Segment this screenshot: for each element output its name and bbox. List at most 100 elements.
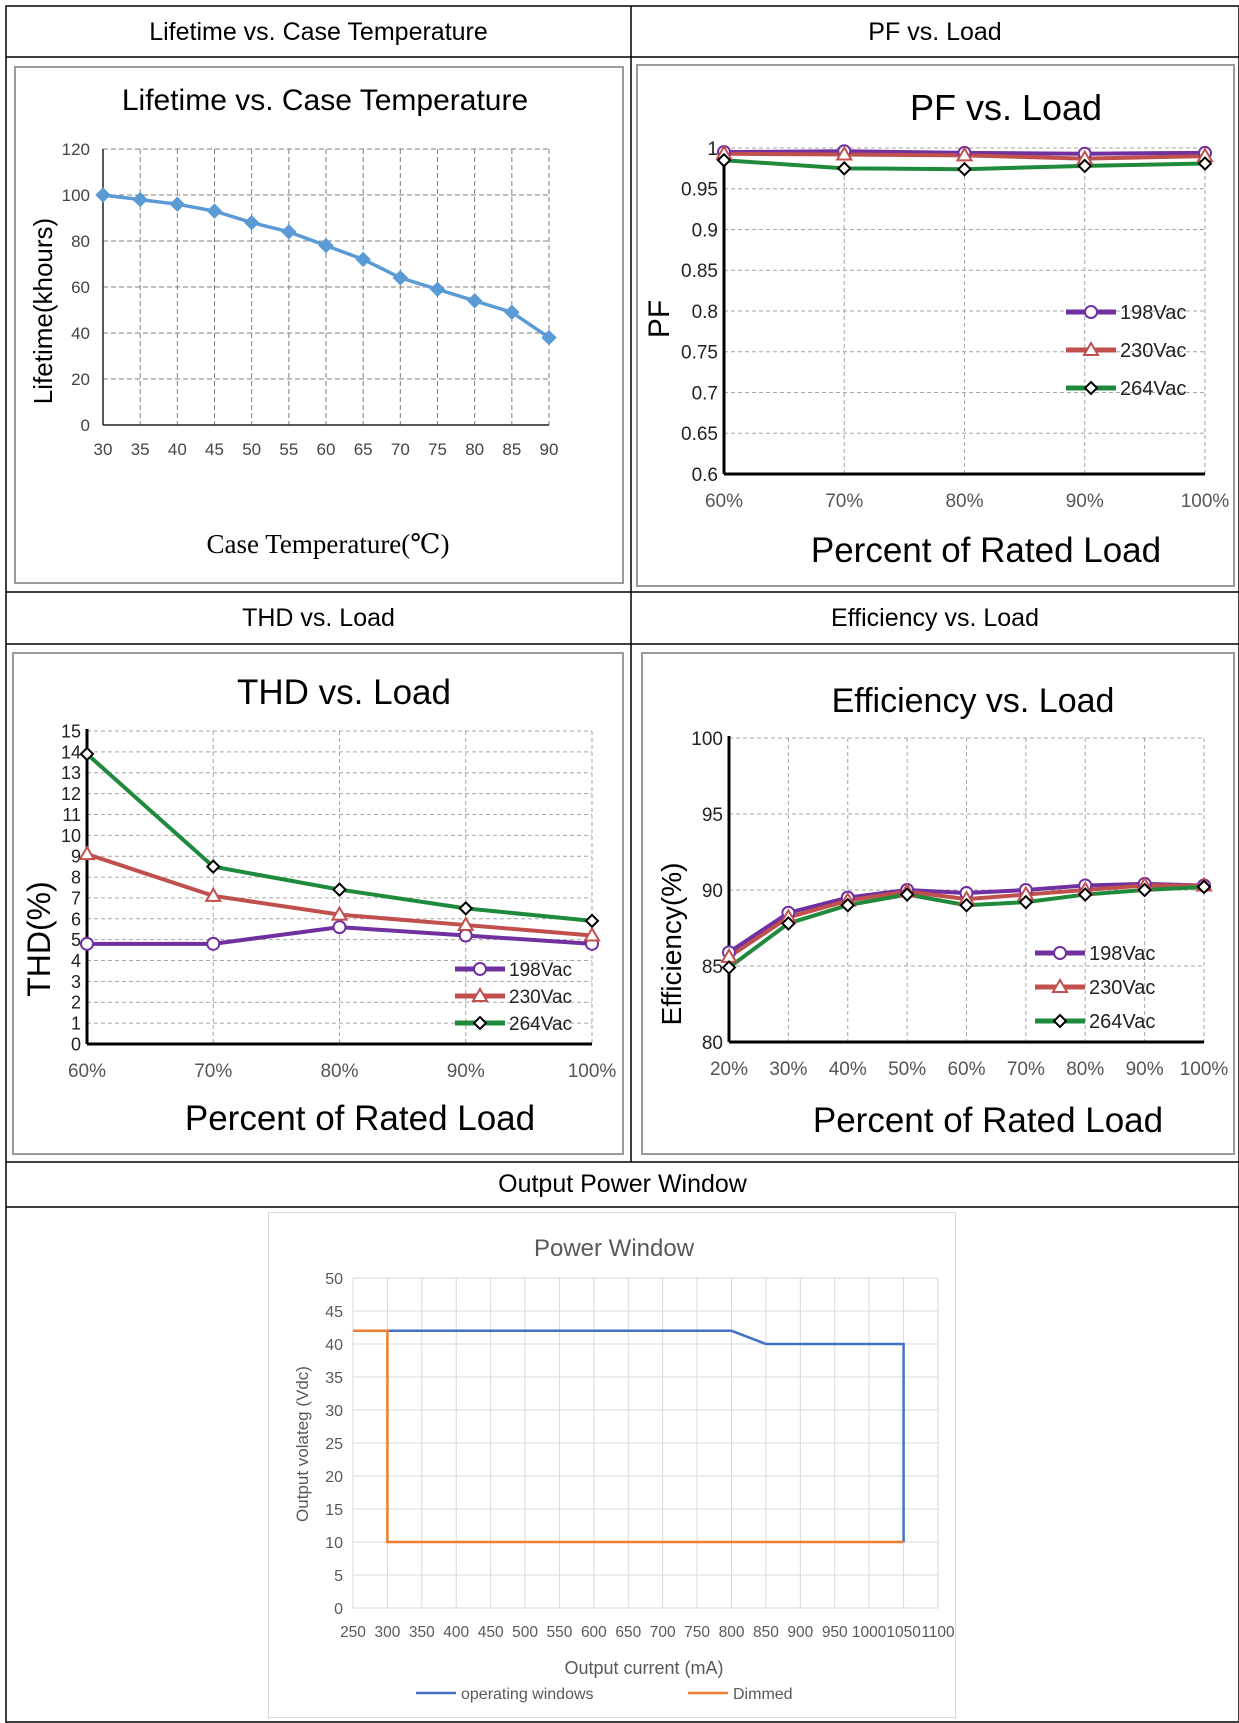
lifetime-y-tick: 60 — [71, 278, 90, 297]
eff-point — [840, 897, 856, 913]
power-x-tick: 600 — [581, 1624, 607, 1641]
lifetime-x-tick: 85 — [502, 440, 521, 459]
thd-point — [458, 928, 473, 943]
pf-y-tick: 0.8 — [692, 302, 718, 323]
thd-point — [583, 926, 601, 942]
power-x-tick: 550 — [547, 1624, 573, 1641]
pf-x-tick: 80% — [945, 491, 983, 512]
thd-y-tick: 8 — [71, 868, 81, 888]
lifetime-y-tick: 0 — [81, 416, 90, 435]
pf-point — [835, 145, 853, 161]
eff-y-tick: 100 — [691, 729, 723, 750]
thd-y-tick: 10 — [61, 826, 81, 846]
thd-y-tick: 9 — [71, 847, 81, 867]
pf-y-tick: 0.6 — [692, 465, 718, 486]
power-x-tick: 1100 — [921, 1624, 955, 1641]
power-y-tick: 15 — [325, 1502, 343, 1519]
lifetime-chart: Lifetime vs. Case Temperature Lifetime(k… — [14, 66, 624, 584]
lifetime-y-tick: 20 — [71, 370, 90, 389]
header-pf: PF vs. Load — [868, 18, 1002, 46]
lifetime-x-tick: 65 — [354, 440, 373, 459]
eff-point — [959, 897, 974, 913]
power-y-tick: 20 — [325, 1469, 343, 1486]
eff-x-tick: 20% — [710, 1059, 748, 1080]
lifetime-point — [132, 191, 148, 208]
thd-legend-label: 230Vac — [509, 987, 572, 1008]
pf-chart: PF vs. Load PF Percent of Rated Load 0.6… — [636, 64, 1235, 587]
power-x-tick: 950 — [822, 1624, 848, 1641]
power-series-line — [353, 1329, 904, 1544]
thd-y-tick: 6 — [71, 909, 81, 929]
header-thd: THD vs. Load — [242, 604, 395, 632]
eff-point — [1077, 887, 1093, 902]
lifetime-y-tick: 120 — [62, 140, 90, 159]
power-legend-label: Dimmed — [733, 1686, 793, 1703]
power-y-tick: 25 — [325, 1436, 343, 1453]
power-x-tick: 700 — [650, 1624, 676, 1641]
thd-y-tick: 3 — [71, 972, 81, 992]
lifetime-point — [466, 293, 483, 309]
thd-y-tick: 4 — [71, 951, 81, 971]
pf-y-tick: 0.95 — [681, 180, 718, 201]
thd-y-tick: 7 — [71, 888, 81, 908]
thd-point — [204, 886, 222, 902]
eff-x-tick: 90% — [1126, 1059, 1164, 1080]
lifetime-x-tick: 90 — [540, 440, 559, 459]
thd-point — [584, 913, 600, 929]
pf-x-tick: 90% — [1066, 491, 1104, 512]
power-x-tick: 750 — [684, 1624, 710, 1641]
power-y-tick: 40 — [325, 1337, 343, 1354]
lifetime-point — [95, 187, 111, 203]
thd-chart-title: THD vs. Load — [237, 673, 451, 712]
lifetime-x-tick: 55 — [279, 440, 298, 459]
thd-y-tick: 1 — [71, 1014, 81, 1034]
thd-y-label: THD(%) — [21, 881, 57, 997]
power-y-tick: 35 — [325, 1370, 343, 1387]
thd-x-label: Percent of Rated Load — [185, 1099, 535, 1138]
thd-y-tick: 5 — [71, 930, 81, 950]
pf-point — [716, 152, 732, 168]
thd-y-tick: 13 — [61, 763, 81, 783]
pf-point — [1197, 156, 1213, 171]
thd-point — [78, 845, 96, 861]
eff-x-tick: 40% — [829, 1059, 867, 1080]
header-power: Output Power Window — [498, 1170, 747, 1198]
pf-legend-label: 198Vac — [1120, 302, 1186, 324]
pf-legend-marker — [1082, 341, 1100, 356]
thd-legend-marker — [473, 962, 487, 976]
power-y-tick: 45 — [325, 1304, 343, 1321]
lifetime-x-tick: 40 — [168, 440, 187, 459]
efficiency-y-label: Efficiency(%) — [656, 863, 687, 1026]
pf-legend-label: 264Vac — [1120, 378, 1186, 400]
efficiency-chart: Efficiency vs. Load Efficiency(%) Percen… — [641, 652, 1235, 1155]
eff-point — [1137, 882, 1153, 898]
eff-x-tick: 50% — [888, 1059, 926, 1080]
pf-x-tick: 60% — [705, 491, 743, 512]
thd-y-tick: 2 — [71, 993, 81, 1013]
power-chart-title: Power Window — [534, 1235, 695, 1262]
power-y-tick: 50 — [325, 1271, 343, 1288]
thd-x-tick: 60% — [68, 1061, 106, 1082]
lifetime-point — [392, 270, 409, 286]
thd-point — [79, 746, 95, 762]
efficiency-chart-title: Efficiency vs. Load — [832, 682, 1115, 720]
eff-y-tick: 95 — [702, 805, 723, 826]
thd-y-tick: 0 — [71, 1034, 81, 1054]
thd-point — [206, 936, 221, 951]
thd-legend-label: 198Vac — [509, 960, 572, 981]
pf-chart-title: PF vs. Load — [910, 87, 1102, 128]
lifetime-point — [355, 251, 371, 268]
pf-y-tick: 1 — [707, 139, 718, 160]
lifetime-x-label: Case Temperature(℃) — [207, 529, 450, 559]
lifetime-x-tick: 80 — [465, 440, 484, 459]
pf-y-tick: 0.9 — [692, 220, 718, 241]
eff-point — [780, 916, 796, 931]
pf-legend-marker — [1084, 305, 1098, 319]
power-y-tick: 30 — [325, 1403, 343, 1420]
eff-x-tick: 100% — [1180, 1059, 1229, 1080]
thd-legend-marker — [471, 987, 489, 1002]
lifetime-point — [318, 237, 334, 254]
lifetime-x-tick: 45 — [205, 440, 224, 459]
eff-y-tick: 80 — [702, 1033, 723, 1054]
